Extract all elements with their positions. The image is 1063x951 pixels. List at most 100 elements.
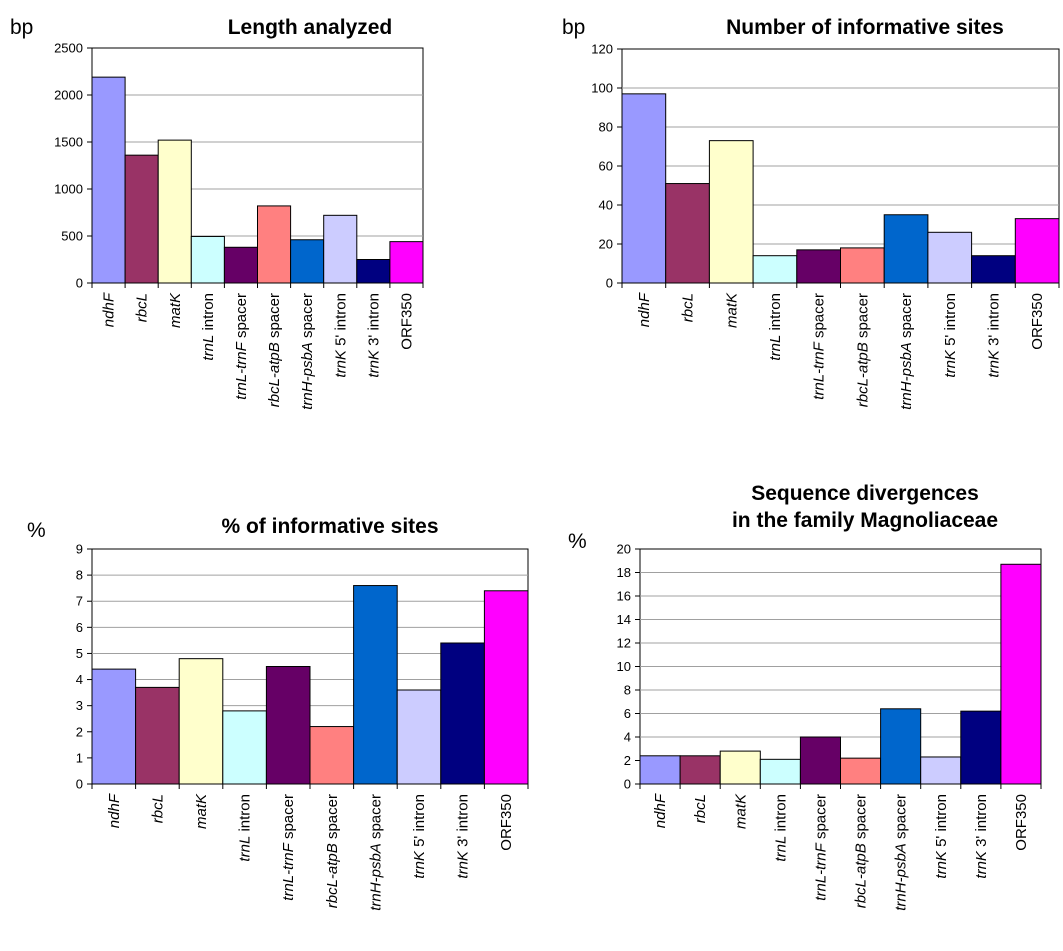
- bar: [621, 93, 667, 284]
- chart-title: Length analyzed: [228, 16, 393, 39]
- chart-number-of-informative-sites: Number of informative sites bp 0 20 40 60 80 10…: [562, 16, 1060, 410]
- bar: [840, 247, 885, 284]
- x-tick-label: trnH-psbA spacer: [893, 794, 910, 911]
- bar: [223, 246, 258, 284]
- chart-title: Sequence divergences: [751, 482, 979, 505]
- x-tick-label-part: trnK: [933, 850, 950, 879]
- x-tick-label-part: ndhF: [106, 793, 123, 828]
- bar: [883, 214, 929, 284]
- x-tick-label-part: ndhF: [636, 292, 653, 327]
- x-tick-label-part: intron: [237, 794, 254, 836]
- x-tick-label: ORF350: [1013, 794, 1030, 851]
- x-tick-label-part: spacer: [299, 293, 316, 342]
- bar: [91, 668, 137, 785]
- x-tick-label: ORF350: [498, 794, 515, 851]
- x-tick-label-part: ndhF: [652, 793, 669, 828]
- x-tick-label: trnK 3' intron: [365, 293, 382, 378]
- x-tick-label-part: spacer: [233, 293, 250, 342]
- x-tick-label-part: trnH-psbA: [299, 342, 316, 410]
- x-tick-label: rbcL-atpB spacer: [266, 293, 283, 407]
- x-tick-label-part: 3' intron: [973, 794, 990, 851]
- bar: [920, 756, 962, 785]
- bar: [880, 708, 922, 785]
- bar: [353, 585, 398, 785]
- x-tick-label-part: intron: [200, 293, 217, 335]
- x-tick-label: trnK 3' intron: [455, 794, 472, 879]
- x-tick-label: trnL-trnF spacer: [812, 794, 829, 901]
- x-tick-label: matK: [723, 292, 740, 328]
- x-tick-label: rbcL-atpB spacer: [324, 794, 341, 908]
- x-tick-label: rbcL: [680, 293, 697, 322]
- x-tick-label: trnH-psbA spacer: [299, 293, 316, 410]
- x-tick-label: ndhF: [636, 292, 653, 327]
- y-tick-label: 40: [599, 198, 613, 213]
- x-tick-label-part: ORF350: [498, 794, 515, 851]
- bar: [665, 183, 710, 284]
- y-tick-label: 60: [599, 159, 613, 174]
- y-tick-label: 0: [76, 777, 83, 792]
- x-tick-label-part: ORF350: [1013, 794, 1030, 851]
- x-tick-label-part: trnK: [455, 850, 472, 879]
- y-tick-label: 8: [624, 683, 631, 698]
- x-tick-label: rbcL: [692, 794, 709, 823]
- bar: [135, 686, 180, 785]
- y-tick-label: 16: [617, 589, 631, 604]
- bar: [752, 255, 798, 284]
- x-tick-label-part: intron: [767, 293, 784, 335]
- x-tick-label-part: trnL-trnF: [811, 341, 828, 399]
- y-tick-label: 20: [617, 542, 631, 557]
- x-tick-label-part: spacer: [898, 293, 915, 342]
- bar: [222, 710, 267, 785]
- x-tick-label-part: ndhF: [101, 292, 118, 327]
- y-axis-unit: %: [568, 530, 587, 553]
- bar: [971, 255, 1016, 284]
- y-tick-label: 9: [76, 542, 83, 557]
- x-tick-label-part: rbcL: [149, 794, 166, 823]
- bar: [257, 205, 292, 284]
- bar: [290, 239, 325, 284]
- y-axis-unit: bp: [562, 16, 585, 39]
- x-tick-label: trnL intron: [237, 794, 254, 862]
- y-tick-label: 18: [617, 565, 631, 580]
- x-tick-label-part: 3' intron: [455, 794, 472, 851]
- y-tick-label: 1: [76, 750, 83, 765]
- chart-length-analyzed: Length analyzed bp 0 500 1000 1500 2000 2500 ndh…: [10, 16, 424, 410]
- x-tick-label-part: 3' intron: [985, 293, 1002, 350]
- x-tick-label-part: trnK: [411, 850, 428, 879]
- bar: [309, 726, 355, 785]
- y-tick-label: 80: [599, 120, 613, 135]
- x-tick-label: rbcL: [149, 794, 166, 823]
- x-tick-label-part: matK: [723, 292, 740, 328]
- x-tick-label: trnL intron: [772, 794, 789, 862]
- x-tick-label: ndhF: [652, 793, 669, 828]
- bar: [927, 231, 973, 284]
- bar: [1000, 563, 1042, 785]
- x-tick-label-part: trnK: [985, 349, 1002, 378]
- x-tick-label-part: trnK: [332, 349, 349, 378]
- x-tick-label-part: trnK: [973, 850, 990, 879]
- y-tick-label: 7: [76, 594, 83, 609]
- x-tick-label: matK: [732, 793, 749, 829]
- x-tick-label-part: spacer: [811, 293, 828, 342]
- x-tick-label-part: 3' intron: [365, 293, 382, 350]
- x-tick-label-part: rbcL: [680, 293, 697, 322]
- y-axis-unit: %: [27, 519, 46, 542]
- y-tick-label: 4: [76, 672, 83, 687]
- x-tick-label-part: spacer: [266, 293, 283, 342]
- y-tick-label: 100: [591, 81, 613, 96]
- x-tick-label-part: matK: [732, 793, 749, 829]
- x-tick-label: trnK 5' intron: [933, 794, 950, 879]
- chart-title: % of informative sites: [221, 515, 438, 538]
- x-tick-label-part: rbcL: [692, 794, 709, 823]
- bar: [796, 249, 841, 284]
- x-tick-label: matK: [167, 292, 184, 328]
- bar: [679, 755, 721, 785]
- y-tick-label: 1500: [54, 135, 83, 150]
- x-tick-label-part: spacer: [367, 794, 384, 843]
- x-tick-label-part: intron: [772, 794, 789, 836]
- x-tick-label-part: rbcL: [134, 293, 151, 322]
- x-tick-label-part: spacer: [280, 794, 297, 843]
- y-tick-label: 2: [624, 753, 631, 768]
- x-tick-label: trnL intron: [767, 293, 784, 361]
